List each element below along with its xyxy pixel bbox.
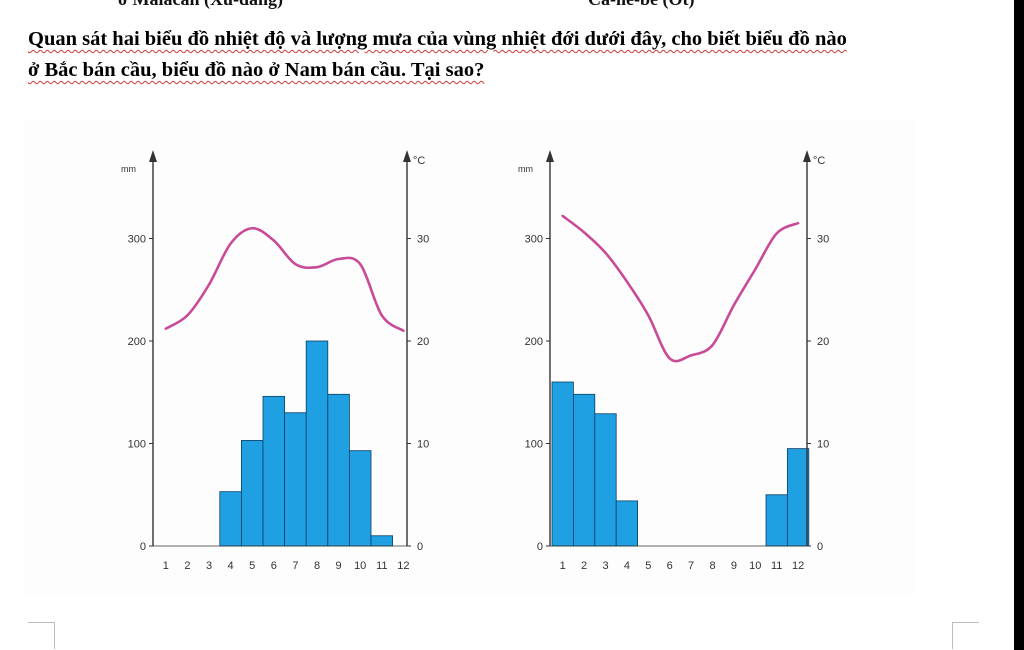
month-label: 1 [163, 560, 169, 572]
rain-bar [305, 340, 329, 547]
left-axis-unit: mm [518, 164, 533, 174]
month-label: 8 [709, 560, 715, 572]
month-label: 10 [749, 560, 761, 572]
month-label: 4 [228, 560, 234, 572]
month-label: 9 [731, 560, 737, 572]
right-tick-label: 0 [417, 541, 423, 553]
left-tick-label: 300 [128, 234, 146, 246]
month-label: 2 [184, 560, 190, 572]
cut-off-caption-left: ở Malacan (Xu-đăng) [118, 0, 283, 10]
page-corner-mark-right [952, 622, 979, 649]
climate-charts: mm °C 0 100 200 300 0 10 20 30 1 2 3 4 5 6 7 8 9 10 11 12 mm °C… [110, 140, 910, 595]
right-tick-label: 20 [417, 336, 429, 348]
right-axis-arrow [403, 150, 411, 162]
left-tick-label: 100 [128, 439, 146, 451]
month-label: 1 [560, 560, 566, 572]
right-tick-label: 0 [817, 541, 823, 553]
month-label: 11 [771, 560, 782, 572]
right-tick-label: 30 [417, 234, 429, 246]
rain-bar [327, 393, 350, 547]
month-label: 6 [667, 560, 673, 572]
right-axis-unit: °C [813, 155, 825, 167]
question-line-1: Quan sát hai biểu đồ nhiệt độ và lượng m… [28, 28, 847, 50]
month-label: 11 [376, 560, 387, 572]
right-tick-label: 10 [417, 439, 429, 451]
month-label: 5 [249, 560, 255, 572]
left-tick-label: 300 [525, 234, 543, 246]
left-tick-label: 0 [537, 541, 543, 553]
rain-bar [615, 500, 639, 547]
rain-bar [219, 491, 242, 547]
left-tick-label: 200 [128, 336, 146, 348]
month-label: 7 [688, 560, 694, 572]
left-axis-unit: mm [121, 164, 136, 174]
month-label: 12 [792, 560, 804, 572]
left-axis-arrow [149, 150, 157, 162]
rain-bar [594, 413, 617, 547]
temperature-line [164, 226, 405, 333]
right-tick-label: 30 [817, 234, 829, 246]
rain-bar [348, 450, 372, 547]
rain-bar [262, 395, 286, 547]
rain-bar [787, 448, 810, 547]
month-label: 7 [292, 560, 298, 572]
month-label: 5 [645, 560, 651, 572]
window-edge-bar [1014, 0, 1024, 650]
month-label: 4 [624, 560, 630, 572]
temperature-line [561, 214, 800, 363]
left-tick-label: 100 [525, 439, 543, 451]
page-corner-mark-left [28, 622, 55, 649]
month-label: 9 [336, 560, 342, 572]
cut-off-caption-right: Ca-ne-be (Ôt) [588, 0, 694, 10]
rain-bar [765, 494, 788, 547]
rain-bar [240, 440, 264, 547]
rain-bar [284, 412, 307, 547]
right-tick-label: 10 [817, 439, 829, 451]
month-label: 12 [397, 560, 409, 572]
rain-bar [551, 381, 574, 547]
month-label: 8 [314, 560, 320, 572]
right-axis-arrow [803, 150, 811, 162]
rain-bar [572, 393, 596, 547]
question-text: Quan sát hai biểu đồ nhiệt độ và lượng m… [28, 24, 968, 86]
month-label: 3 [602, 560, 608, 572]
month-label: 10 [354, 560, 366, 572]
month-label: 6 [271, 560, 277, 572]
rain-bar [370, 535, 394, 547]
right-axis-unit: °C [413, 155, 425, 167]
left-axis-arrow [546, 150, 554, 162]
month-label: 2 [581, 560, 587, 572]
month-label: 3 [206, 560, 212, 572]
right-tick-label: 20 [817, 336, 829, 348]
left-tick-label: 0 [140, 541, 146, 553]
left-tick-label: 200 [525, 336, 543, 348]
question-line-2: ở Bắc bán cầu, biểu đồ nào ở Nam bán cầu… [28, 59, 485, 81]
